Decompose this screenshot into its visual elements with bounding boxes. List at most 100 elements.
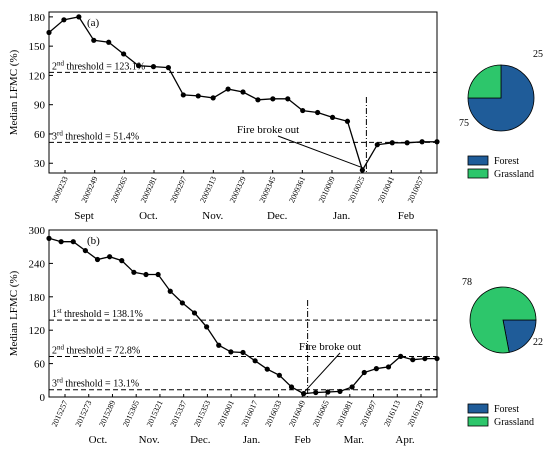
data-point [155, 271, 161, 278]
threshold-label: 2nd threshold = 72.8% [52, 343, 140, 356]
x-tick-label: 2015273 [74, 399, 94, 428]
data-point [167, 288, 173, 294]
data-point [344, 118, 351, 124]
data-point [349, 384, 355, 390]
month-label: Feb [398, 210, 415, 222]
data-point [329, 114, 336, 120]
y-axis-label: Median LFMC (%) [8, 270, 20, 356]
y-tick-label: 120 [29, 70, 46, 82]
x-tick-label: 2016081 [335, 399, 355, 428]
x-tick-label: 2010041 [376, 175, 396, 204]
data-point [107, 254, 113, 260]
data-point [337, 388, 343, 395]
data-point [325, 389, 331, 395]
panel-label: (b) [87, 235, 100, 247]
fire-annotation-arrow [304, 352, 341, 392]
month-label: Mar. [344, 434, 365, 446]
x-tick-label: 2016065 [311, 399, 331, 428]
data-point [422, 355, 428, 362]
data-point [288, 384, 295, 390]
x-tick-label: 2016113 [382, 399, 402, 428]
data-point [46, 235, 52, 241]
data-point [46, 29, 52, 36]
data-point [315, 109, 321, 116]
data-point [398, 353, 404, 359]
data-point [225, 86, 231, 92]
y-tick-label: 180 [29, 292, 46, 304]
data-point [119, 258, 125, 264]
data-point [434, 355, 440, 362]
plot-frame [48, 229, 438, 398]
fire-annotation: Fire broke out [237, 124, 299, 136]
x-tick-label: 2010009 [317, 175, 337, 204]
threshold-label: 1st threshold = 138.1% [52, 307, 143, 320]
x-tick-label: 2010025 [346, 175, 366, 204]
data-point [255, 97, 261, 103]
data-point [180, 92, 186, 98]
month-label: Dec. [190, 434, 211, 446]
y-tick-label: 60 [34, 359, 46, 371]
data-point [410, 357, 416, 363]
data-point [131, 269, 137, 275]
data-point [240, 349, 246, 356]
x-tick-label: 2009313 [198, 175, 218, 204]
data-point [373, 366, 379, 372]
data-point [94, 256, 101, 263]
panel-label: (a) [87, 17, 100, 29]
threshold-label: 2nd threshold = 123.1% [52, 59, 145, 72]
data-point [82, 247, 88, 254]
pie-value-label-forest: 75 [459, 118, 469, 129]
x-tick-label: 2010057 [406, 175, 426, 204]
x-tick-label: 2009281 [139, 175, 159, 204]
month-label: Nov. [202, 210, 223, 222]
pie-value-label-forest: 22 [533, 337, 543, 348]
y-tick-label: 240 [29, 258, 46, 270]
fire-annotation: Fire broke out [299, 341, 361, 353]
x-tick-label: 2015289 [97, 399, 117, 428]
month-label: Apr. [395, 434, 415, 446]
data-point [91, 37, 97, 43]
y-tick-label: 180 [29, 12, 46, 24]
data-point [191, 310, 198, 316]
x-tick-label: 2016017 [240, 399, 260, 428]
data-point [204, 324, 210, 330]
data-point [106, 39, 112, 45]
data-point [300, 107, 306, 114]
data-point [121, 51, 127, 57]
y-tick-label: 300 [29, 225, 46, 237]
legend-swatch-grassland [467, 168, 489, 179]
legend-swatch-forest [467, 155, 489, 166]
data-point [150, 64, 157, 70]
data-point [361, 369, 367, 376]
data-point [61, 17, 67, 23]
data-point [389, 140, 395, 146]
data-point [285, 96, 291, 102]
x-tick-label: 2016033 [263, 399, 283, 428]
y-tick-label: 30 [34, 158, 46, 170]
data-point [179, 300, 185, 306]
y-tick-label: 0 [40, 392, 46, 404]
y-tick-label: 90 [34, 100, 46, 112]
data-point [419, 139, 425, 145]
x-tick-label: 2015257 [50, 399, 70, 428]
pie-value-label-grassland: 78 [462, 277, 472, 288]
data-point [216, 342, 222, 348]
data-point [252, 358, 258, 364]
data-point [195, 93, 201, 99]
data-point [240, 89, 246, 95]
month-label: Sept [74, 210, 94, 222]
x-tick-label: 2015305 [121, 399, 141, 428]
x-tick-label: 2009233 [50, 175, 70, 204]
threshold-label: 3rd threshold = 13.1% [52, 377, 139, 390]
pie-slice-grassland [467, 64, 502, 99]
data-point [165, 65, 171, 71]
x-tick-label: 2015321 [145, 399, 165, 428]
x-tick-label: 2016001 [216, 399, 236, 428]
pie-slice-forest [502, 319, 537, 353]
legend-label-forest: Forest [494, 404, 519, 415]
data-point [210, 95, 216, 101]
pie-value-label-grassland: 25 [533, 49, 543, 60]
y-tick-label: 150 [29, 41, 46, 53]
month-label: Dec. [267, 210, 288, 222]
